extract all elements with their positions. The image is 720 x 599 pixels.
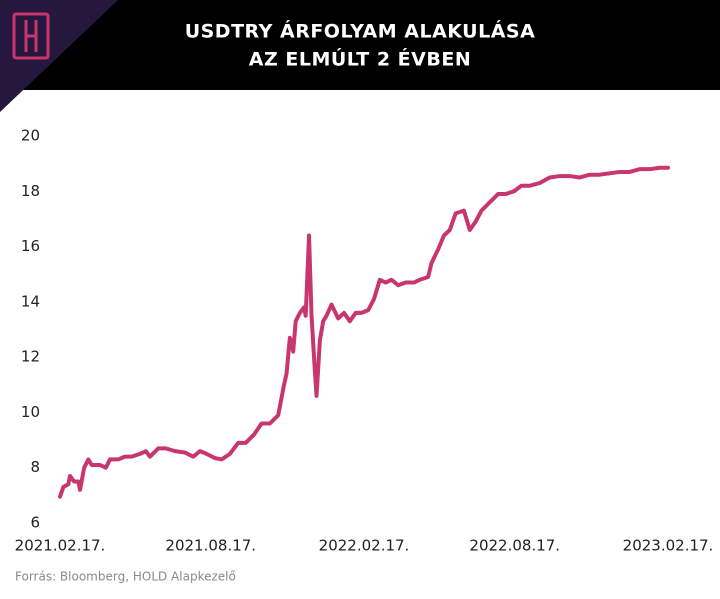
y-tick-label: 10: [21, 403, 40, 421]
header-bar: [0, 0, 720, 90]
source-note: Forrás: Bloomberg, HOLD Alapkezelő: [15, 570, 236, 584]
x-tick-label: 2021.08.17.: [165, 537, 256, 555]
y-tick-label: 18: [21, 182, 40, 200]
price-line: [58, 165, 670, 499]
logo: [12, 12, 50, 60]
x-tick-label: 2021.02.17.: [15, 537, 106, 555]
chart-title: AZ ELMÚLT 2 ÉVBEN: [249, 47, 471, 71]
logo-corner: [0, 0, 118, 112]
y-tick-label: 12: [21, 348, 40, 366]
y-tick-label: 6: [30, 514, 40, 532]
x-tick-label: 2022.02.17.: [319, 537, 410, 555]
x-tick-label: 2023.02.17.: [623, 537, 714, 555]
chart-title: USDTRY ÁRFOLYAM ALAKULÁSA: [185, 20, 536, 43]
y-tick-label: 20: [21, 127, 40, 145]
y-tick-label: 8: [30, 458, 40, 476]
x-tick-label: 2022.08.17.: [469, 537, 560, 555]
y-tick-label: 14: [21, 292, 40, 310]
y-tick-label: 16: [21, 237, 40, 255]
